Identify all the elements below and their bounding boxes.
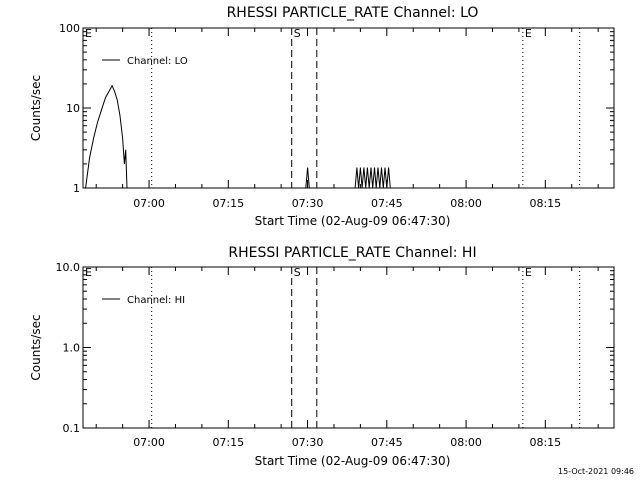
panel-2 [82,266,615,429]
legend-entry: Channel: HI [127,295,185,306]
y-axis-label: Counts/sec [29,75,43,141]
legend-entry: Channel: LO [127,56,188,67]
x-axis-label: Start Time (02-Aug-09 06:47:30) [255,214,451,228]
series-line [85,84,128,189]
x-tick-label: 08:15 [529,436,561,449]
marker-label: S [294,266,301,279]
x-tick-label: 07:30 [292,436,324,449]
plot-frame [82,266,615,429]
y-axis-label: Counts/sec [29,314,43,380]
x-tick-label: 07:30 [292,197,324,210]
y-tick-label: 1.0 [63,342,81,355]
x-tick-label: 07:00 [133,197,165,210]
x-tick-label: 07:45 [371,436,403,449]
x-tick-label: 07:45 [371,197,403,210]
x-tick-label: 07:15 [212,197,244,210]
marker-label: S [294,27,301,40]
panel-1 [82,27,615,189]
marker-label: E [85,27,92,40]
x-axis-label: Start Time (02-Aug-09 06:47:30) [255,454,451,468]
x-tick-label: 08:00 [450,436,482,449]
x-tick-label: 08:00 [450,197,482,210]
chart-title: RHESSI PARTICLE_RATE Channel: HI [228,245,476,261]
y-tick-label: 1 [73,182,80,195]
marker-label: E [85,266,92,279]
x-tick-label: 07:15 [212,436,244,449]
marker-label: E [525,27,532,40]
y-tick-label: 10.0 [56,261,81,274]
y-tick-label: 10 [66,102,80,115]
series-line [354,167,391,189]
chart-title: RHESSI PARTICLE_RATE Channel: LO [227,5,479,21]
series-line [305,167,310,189]
footer-timestamp: 15-Oct-2021 09:46 [558,467,634,476]
plot-frame [82,27,615,189]
x-tick-label: 07:00 [133,436,165,449]
marker-label: E [525,266,532,279]
y-tick-label: 0.1 [63,422,81,435]
x-tick-label: 08:15 [529,197,561,210]
y-tick-label: 100 [59,22,80,35]
